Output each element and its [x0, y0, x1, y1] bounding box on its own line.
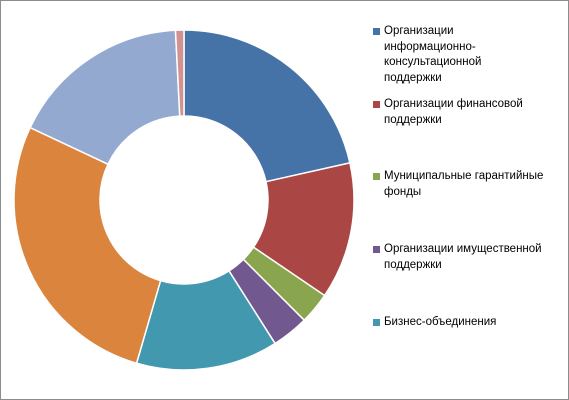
- legend-item-info-consulting: Организации информационно- консультацион…: [373, 24, 563, 86]
- legend-label: Организации финансовой поддержки: [384, 98, 523, 126]
- donut-slice-6: [29, 29, 181, 166]
- donut-slice-5: [13, 126, 162, 365]
- legend-swatch: [373, 319, 380, 326]
- legend-item-property: Организации имущественной поддержки: [373, 242, 563, 273]
- legend-item-financial: Организации финансовой поддержки: [373, 97, 563, 128]
- legend-label: Организации имущественной поддержки: [384, 243, 542, 271]
- legend-label: Организации информационно- консультацион…: [384, 25, 482, 84]
- legend-label: Бизнес-объединения: [384, 316, 497, 328]
- donut-slice-7: [174, 29, 185, 117]
- legend-item-business-associations: Бизнес-объединения: [373, 315, 563, 331]
- legend-item-guarantee-funds: Муниципальные гарантийные фонды: [373, 169, 563, 200]
- legend-swatch: [373, 246, 380, 253]
- legend-swatch: [373, 28, 380, 35]
- legend-label: Муниципальные гарантийные фонды: [384, 170, 544, 198]
- donut-slice-0: [183, 29, 351, 183]
- legend-swatch: [373, 101, 380, 108]
- legend-swatch: [373, 173, 380, 180]
